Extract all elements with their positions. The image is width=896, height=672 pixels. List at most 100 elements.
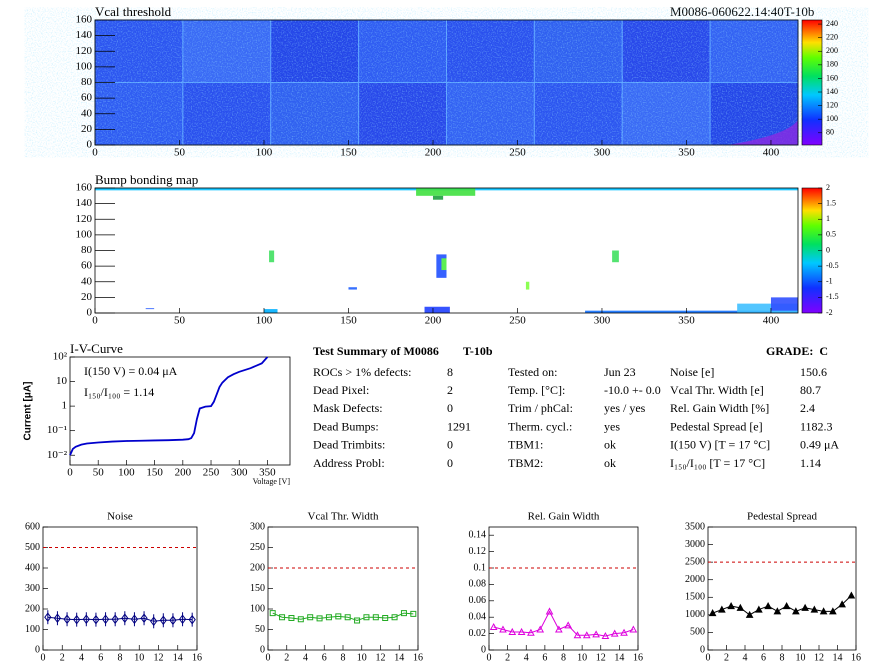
summary-label: I(150 V) [T = 17 °C] bbox=[670, 438, 770, 452]
annotation: I(150 V) = 0.04 μA bbox=[84, 364, 178, 378]
annotation: I₁₅₀/I₁₀₀ = 1.14 bbox=[84, 385, 154, 399]
x-tick-label: 6 bbox=[322, 652, 327, 663]
x-tick-label: 14 bbox=[394, 652, 404, 663]
x-tick-label: 6 bbox=[542, 652, 547, 663]
data-point bbox=[555, 625, 563, 633]
x-tick-label: 16 bbox=[413, 652, 423, 663]
colorbar-label: 240 bbox=[826, 19, 838, 28]
y-tick-label: 2500 bbox=[685, 556, 705, 567]
y-tick-label: 0 bbox=[87, 307, 93, 319]
colorbar-label: 1.5 bbox=[826, 198, 836, 207]
x-tick-label: 150 bbox=[146, 467, 163, 479]
x-tick-label: 250 bbox=[509, 315, 526, 327]
x-tick-label: 10 bbox=[357, 652, 367, 663]
x-axis-label: Voltage [V] bbox=[253, 477, 291, 486]
data-point bbox=[792, 607, 800, 615]
plot-frame bbox=[69, 356, 291, 466]
bump-cluster bbox=[737, 303, 798, 313]
data-point bbox=[829, 607, 837, 615]
x-tick-label: 50 bbox=[174, 147, 186, 159]
y-tick-label: 10⁻¹ bbox=[47, 424, 67, 436]
data-point bbox=[279, 614, 286, 621]
data-point bbox=[363, 614, 370, 621]
y-tick-label: 20 bbox=[81, 291, 93, 303]
bump-cluster bbox=[424, 306, 450, 313]
x-tick-label: 2 bbox=[724, 652, 729, 663]
data-point bbox=[819, 607, 828, 615]
data-line bbox=[69, 356, 269, 456]
x-tick-label: 200 bbox=[425, 147, 442, 159]
y-tick-label: 150 bbox=[250, 583, 265, 594]
x-tick-label: 12 bbox=[154, 652, 164, 663]
x-tick-label: 0 bbox=[266, 652, 271, 663]
data-point bbox=[582, 631, 591, 639]
data-point bbox=[354, 617, 361, 624]
summary-label: Vcal Thr. Width [e] bbox=[670, 383, 764, 397]
bump-cluster bbox=[263, 309, 278, 313]
colorbar-label: 180 bbox=[826, 60, 838, 69]
summary-value: 8 bbox=[447, 365, 453, 379]
data-point bbox=[810, 605, 819, 613]
colorbar-label: 100 bbox=[826, 114, 838, 123]
summary-title: Test Summary of M0086 bbox=[313, 344, 439, 358]
x-tick-label: 10 bbox=[577, 652, 587, 663]
x-tick-label: 400 bbox=[763, 315, 780, 327]
x-tick-label: 0 bbox=[706, 652, 711, 663]
x-tick-label: 200 bbox=[425, 315, 442, 327]
summary-label: Dead Pixel: bbox=[313, 383, 369, 397]
y-tick-label: 0.04 bbox=[469, 611, 487, 622]
x-tick-label: 14 bbox=[614, 652, 624, 663]
x-tick-label: 6 bbox=[761, 652, 766, 663]
y-tick-label: 0.02 bbox=[469, 628, 487, 639]
x-tick-label: 250 bbox=[509, 147, 526, 159]
summary-value: ok bbox=[604, 456, 616, 470]
y-tick-label: 160 bbox=[76, 182, 93, 194]
summary-value: 2 bbox=[447, 383, 453, 397]
data-point bbox=[573, 631, 582, 639]
x-tick-label: 4 bbox=[303, 652, 308, 663]
x-tick-label: 12 bbox=[814, 652, 824, 663]
y-tick-label: 160 bbox=[76, 14, 93, 26]
x-tick-label: 8 bbox=[561, 652, 566, 663]
x-tick-label: 50 bbox=[93, 467, 105, 479]
x-tick-label: 300 bbox=[231, 467, 248, 479]
summary-label: ROCs > 1% defects: bbox=[313, 365, 411, 379]
x-tick-label: 4 bbox=[79, 652, 84, 663]
x-tick-label: 2 bbox=[505, 652, 510, 663]
x-tick-label: 350 bbox=[678, 147, 695, 159]
summary-label: TBM2: bbox=[508, 456, 543, 470]
y-tick-label: 500 bbox=[25, 542, 40, 553]
colorbar-label: -0.5 bbox=[826, 261, 839, 270]
x-tick-label: 0 bbox=[487, 652, 492, 663]
summary-label: Dead Trimbits: bbox=[313, 438, 385, 452]
y-tick-label: 100 bbox=[76, 228, 93, 240]
data-point bbox=[325, 614, 332, 621]
y-tick-label: 400 bbox=[25, 562, 40, 573]
y-tick-label: 500 bbox=[690, 627, 705, 638]
summary-label: Temp. [°C]: bbox=[508, 383, 565, 397]
colorbar bbox=[801, 19, 823, 146]
colorbar-label: -1.5 bbox=[826, 292, 839, 301]
summary-value: 2.4 bbox=[800, 401, 815, 415]
data-point bbox=[620, 628, 628, 636]
y-tick-label: 20 bbox=[81, 123, 93, 135]
plot-frame bbox=[267, 526, 419, 651]
x-tick-label: 12 bbox=[376, 652, 386, 663]
colorbar-label: 220 bbox=[826, 32, 838, 41]
data-line bbox=[272, 612, 414, 622]
summary-label: Mask Defects: bbox=[313, 401, 383, 415]
summary-value: 1182.3 bbox=[800, 419, 833, 433]
bump-cluster bbox=[145, 308, 155, 310]
bump-cluster bbox=[416, 188, 476, 196]
data-point bbox=[400, 610, 407, 617]
y-tick-label: 60 bbox=[81, 260, 93, 272]
y-tick-label: 200 bbox=[250, 562, 265, 573]
x-tick-label: 150 bbox=[340, 315, 357, 327]
data-point bbox=[499, 625, 507, 633]
data-point bbox=[727, 602, 735, 610]
summary-value: yes bbox=[604, 419, 620, 433]
data-point bbox=[536, 625, 545, 633]
y-tick-label: 140 bbox=[76, 29, 93, 41]
y-tick-label: 10² bbox=[53, 351, 68, 363]
